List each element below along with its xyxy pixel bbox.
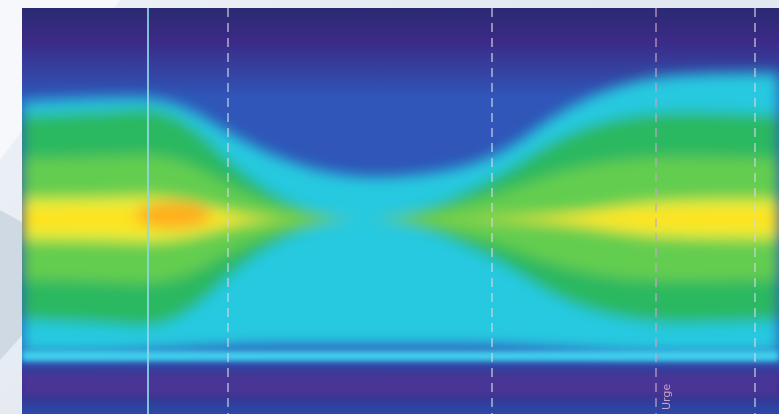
- bottom-purple-strip: [22, 373, 779, 396]
- heatmap-plot: Urge: [22, 8, 779, 414]
- heatmap-bottom-stripes: [22, 351, 779, 396]
- event-marker-label: Urge: [660, 384, 673, 410]
- event-markers: Urge: [147, 8, 756, 414]
- bottom-cyan-line: [22, 351, 779, 362]
- hotspot: [135, 201, 212, 230]
- inner-core-band: [22, 207, 779, 231]
- heatmap-bands: [22, 72, 779, 354]
